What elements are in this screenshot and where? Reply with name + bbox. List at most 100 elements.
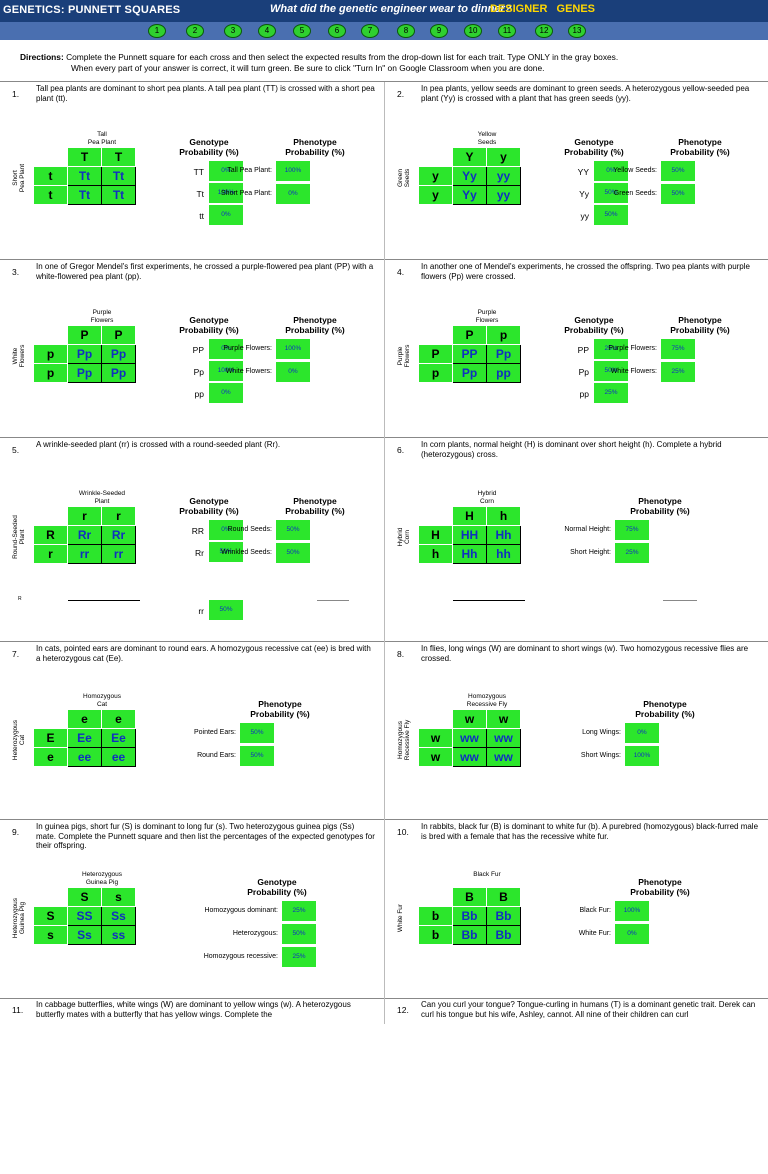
offspring-cell[interactable]: ee — [101, 747, 136, 767]
offspring-cell[interactable]: Ee — [67, 728, 102, 748]
offspring-cell[interactable]: SS — [67, 906, 102, 926]
side-allele[interactable]: r — [33, 544, 68, 564]
offspring-cell[interactable]: yy — [486, 185, 521, 205]
offspring-cell[interactable]: Rr — [101, 525, 136, 545]
side-allele[interactable]: R — [33, 525, 68, 545]
offspring-cell[interactable]: Yy — [452, 185, 487, 205]
offspring-cell[interactable]: ww — [486, 728, 521, 748]
top-allele[interactable]: T — [67, 147, 102, 167]
phenotype-input[interactable]: 0% — [276, 184, 310, 204]
side-allele[interactable]: p — [418, 363, 453, 383]
phenotype-input[interactable]: 0% — [625, 723, 659, 743]
phenotype-input[interactable]: 100% — [276, 161, 310, 181]
genotype-input[interactable]: 25% — [282, 901, 316, 921]
side-allele[interactable]: P — [418, 344, 453, 364]
genotype-input[interactable]: 100% — [209, 361, 243, 381]
top-allele[interactable]: w — [486, 709, 521, 729]
phenotype-input[interactable]: 50% — [661, 161, 695, 181]
offspring-cell[interactable]: Bb — [452, 925, 487, 945]
side-allele[interactable]: w — [418, 747, 453, 767]
side-allele[interactable]: y — [418, 185, 453, 205]
phenotype-input[interactable]: 50% — [240, 723, 274, 743]
genotype-input[interactable]: 50% — [209, 542, 243, 562]
offspring-cell[interactable]: Bb — [486, 925, 521, 945]
side-allele[interactable]: b — [418, 906, 453, 926]
offspring-cell[interactable]: Ee — [101, 728, 136, 748]
offspring-cell[interactable]: Tt — [67, 166, 102, 186]
top-allele[interactable]: Y — [452, 147, 487, 167]
offspring-cell[interactable]: pp — [486, 363, 521, 383]
phenotype-input[interactable]: 50% — [661, 184, 695, 204]
offspring-cell[interactable]: Tt — [101, 166, 136, 186]
phenotype-input[interactable]: 75% — [615, 520, 649, 540]
top-allele[interactable]: h — [486, 506, 521, 526]
phenotype-input[interactable]: 0% — [615, 924, 649, 944]
top-allele[interactable]: T — [101, 147, 136, 167]
genotype-input[interactable]: 100% — [209, 183, 243, 203]
side-allele[interactable]: t — [33, 166, 68, 186]
offspring-cell[interactable]: Bb — [452, 906, 487, 926]
offspring-cell[interactable]: rr — [67, 544, 102, 564]
offspring-cell[interactable]: Bb — [486, 906, 521, 926]
offspring-cell[interactable]: Rr — [67, 525, 102, 545]
genotype-input[interactable]: 25% — [594, 383, 628, 403]
side-allele[interactable]: p — [33, 344, 68, 364]
offspring-cell[interactable]: Ss — [101, 906, 136, 926]
offspring-cell[interactable]: Ss — [67, 925, 102, 945]
offspring-cell[interactable]: Hh — [452, 544, 487, 564]
offspring-cell[interactable]: rr — [101, 544, 136, 564]
genotype-input[interactable]: 50% — [594, 361, 628, 381]
genotype-input[interactable]: 0% — [594, 161, 628, 181]
offspring-cell[interactable]: hh — [486, 544, 521, 564]
top-allele[interactable]: P — [67, 325, 102, 345]
offspring-cell[interactable]: ss — [101, 925, 136, 945]
top-allele[interactable]: r — [101, 506, 136, 526]
offspring-cell[interactable]: Yy — [452, 166, 487, 186]
top-allele[interactable]: e — [67, 709, 102, 729]
side-allele[interactable]: y — [418, 166, 453, 186]
offspring-cell[interactable]: Tt — [67, 185, 102, 205]
top-allele[interactable]: B — [452, 887, 487, 907]
top-allele[interactable]: w — [452, 709, 487, 729]
phenotype-input[interactable]: 0% — [276, 362, 310, 382]
side-allele[interactable]: t — [33, 185, 68, 205]
side-allele[interactable]: S — [33, 906, 68, 926]
side-allele[interactable]: h — [418, 544, 453, 564]
top-allele[interactable]: y — [486, 147, 521, 167]
genotype-input[interactable]: 50% — [282, 924, 316, 944]
offspring-cell[interactable]: PP — [452, 344, 487, 364]
offspring-cell[interactable]: Pp — [67, 363, 102, 383]
top-allele[interactable]: r — [67, 506, 102, 526]
top-allele[interactable]: p — [486, 325, 521, 345]
offspring-cell[interactable]: Hh — [486, 525, 521, 545]
offspring-cell[interactable]: Pp — [452, 363, 487, 383]
top-allele[interactable]: B — [486, 887, 521, 907]
genotype-input[interactable]: 0% — [209, 205, 243, 225]
side-allele[interactable]: b — [418, 925, 453, 945]
offspring-cell[interactable]: ee — [67, 747, 102, 767]
offspring-cell[interactable]: Pp — [101, 363, 136, 383]
offspring-cell[interactable]: ww — [486, 747, 521, 767]
offspring-cell[interactable]: HH — [452, 525, 487, 545]
side-allele[interactable]: E — [33, 728, 68, 748]
offspring-cell[interactable]: Pp — [67, 344, 102, 364]
offspring-cell[interactable]: ww — [452, 728, 487, 748]
side-allele[interactable]: w — [418, 728, 453, 748]
offspring-cell[interactable]: Tt — [101, 185, 136, 205]
top-allele[interactable]: P — [101, 325, 136, 345]
top-allele[interactable]: e — [101, 709, 136, 729]
phenotype-input[interactable]: 75% — [661, 339, 695, 359]
top-allele[interactable]: H — [452, 506, 487, 526]
top-allele[interactable]: P — [452, 325, 487, 345]
phenotype-input[interactable]: 25% — [661, 362, 695, 382]
phenotype-input[interactable]: 100% — [276, 339, 310, 359]
top-allele[interactable]: S — [67, 887, 102, 907]
offspring-cell[interactable]: Pp — [101, 344, 136, 364]
genotype-input[interactable]: 50% — [209, 600, 243, 620]
offspring-cell[interactable]: ww — [452, 747, 487, 767]
side-allele[interactable]: e — [33, 747, 68, 767]
offspring-cell[interactable]: yy — [486, 166, 521, 186]
genotype-input[interactable]: 0% — [209, 339, 243, 359]
genotype-input[interactable]: 25% — [594, 339, 628, 359]
phenotype-input[interactable]: 100% — [625, 746, 659, 766]
